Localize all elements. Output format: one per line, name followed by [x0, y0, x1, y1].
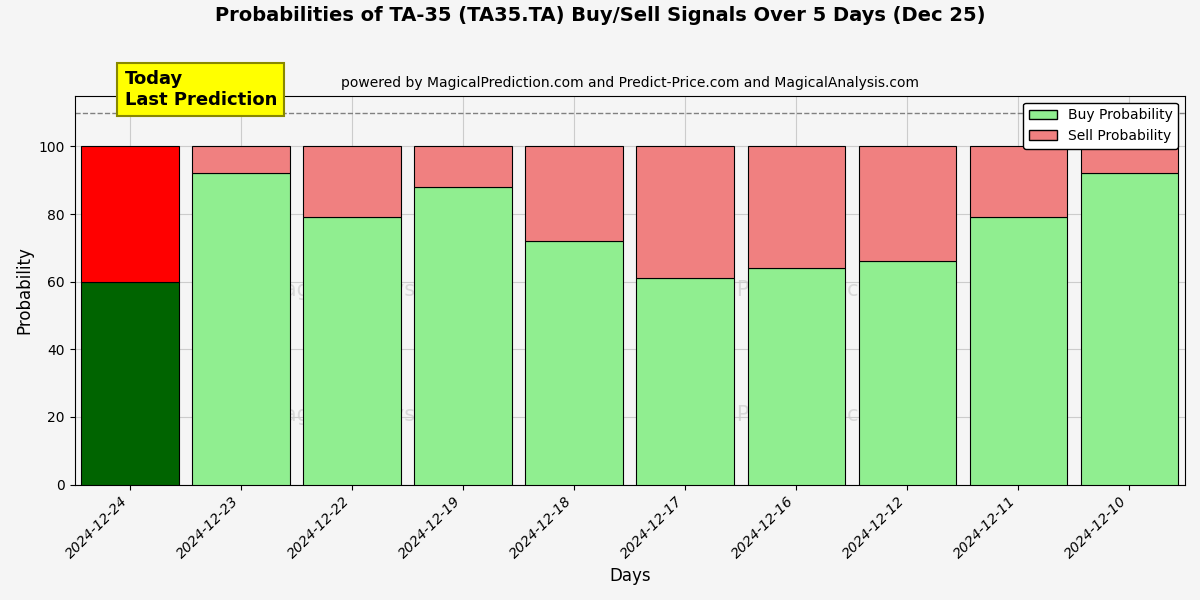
- Bar: [82, 146, 179, 281]
- Bar: [970, 217, 1067, 485]
- Bar: [526, 146, 623, 241]
- Text: MagicalAnalysis.com: MagicalAnalysis.com: [266, 404, 482, 425]
- Text: MagicalAnalysis.com: MagicalAnalysis.com: [266, 280, 482, 300]
- Bar: [858, 262, 956, 485]
- Title: powered by MagicalPrediction.com and Predict-Price.com and MagicalAnalysis.com: powered by MagicalPrediction.com and Pre…: [341, 76, 919, 91]
- X-axis label: Days: Days: [610, 567, 650, 585]
- Bar: [636, 146, 734, 278]
- Bar: [526, 241, 623, 485]
- Bar: [1081, 173, 1178, 485]
- Bar: [82, 281, 179, 485]
- Bar: [970, 146, 1067, 217]
- Bar: [192, 173, 290, 485]
- Text: Today
Last Prediction: Today Last Prediction: [125, 70, 277, 109]
- Bar: [414, 187, 512, 485]
- Bar: [192, 146, 290, 173]
- Text: MagicalPrediction.com: MagicalPrediction.com: [656, 280, 892, 300]
- Bar: [304, 217, 401, 485]
- Bar: [1081, 146, 1178, 173]
- Bar: [304, 146, 401, 217]
- Bar: [748, 146, 845, 268]
- Bar: [858, 146, 956, 262]
- Bar: [414, 146, 512, 187]
- Text: Probabilities of TA-35 (TA35.TA) Buy/Sell Signals Over 5 Days (Dec 25): Probabilities of TA-35 (TA35.TA) Buy/Sel…: [215, 6, 985, 25]
- Legend: Buy Probability, Sell Probability: Buy Probability, Sell Probability: [1024, 103, 1178, 149]
- Text: MagicalPrediction.com: MagicalPrediction.com: [656, 404, 892, 425]
- Bar: [748, 268, 845, 485]
- Bar: [636, 278, 734, 485]
- Y-axis label: Probability: Probability: [16, 246, 34, 334]
